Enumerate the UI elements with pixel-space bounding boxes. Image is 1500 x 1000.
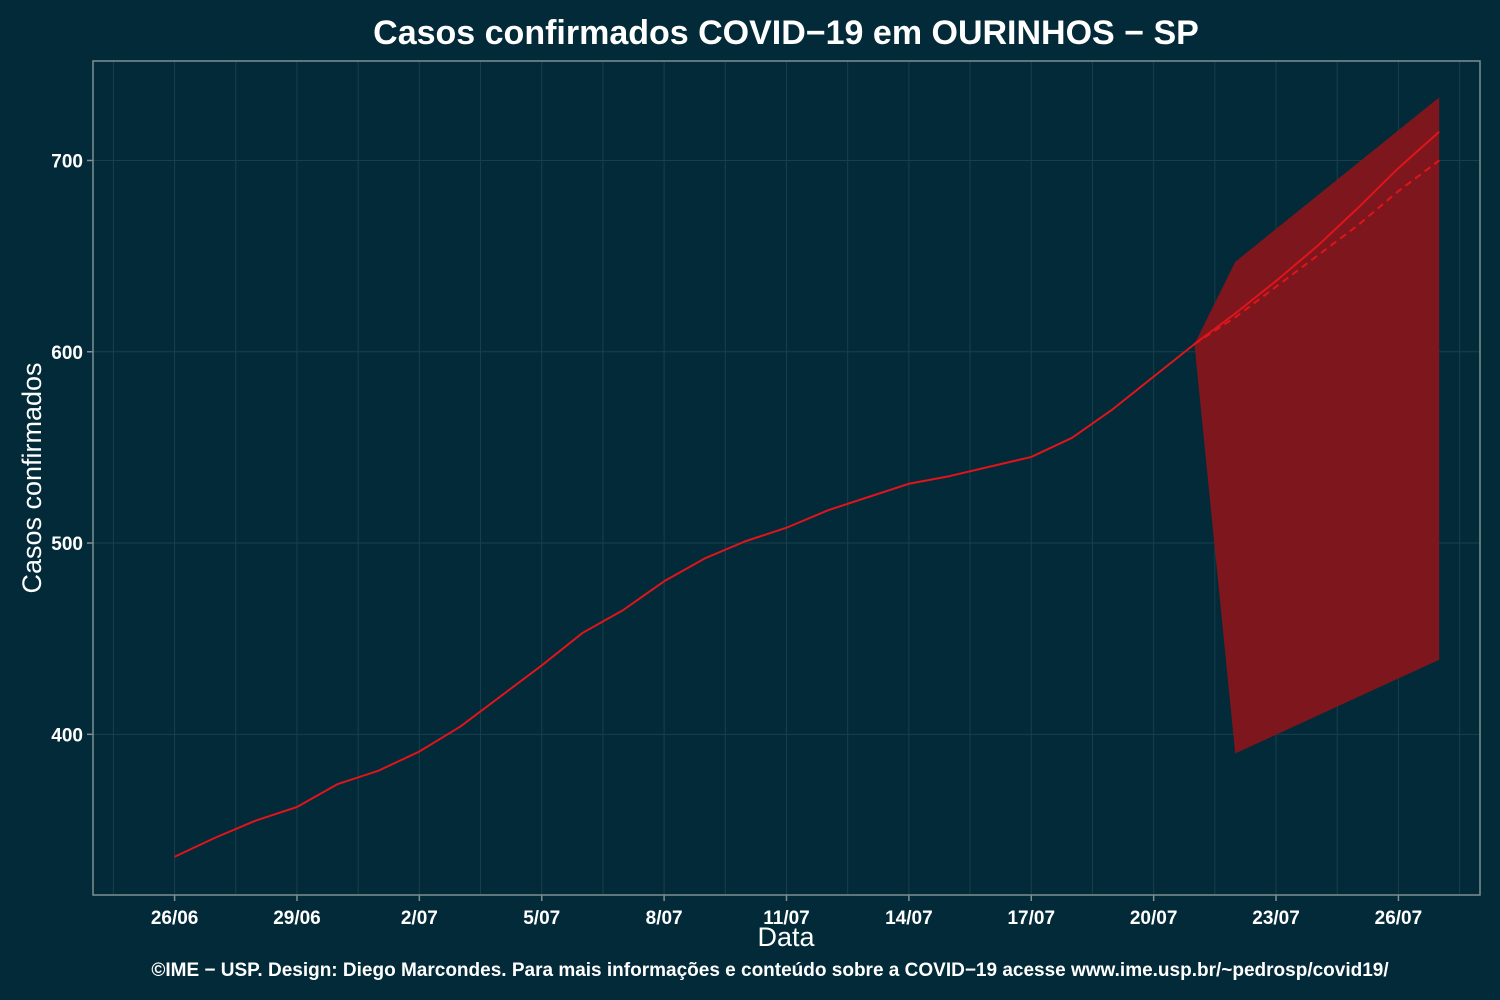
x-tick-label: 11/07 xyxy=(763,908,810,929)
x-tick-label: 2/07 xyxy=(401,908,438,929)
x-tick-label: 20/07 xyxy=(1130,908,1178,929)
grid-lines xyxy=(93,61,1480,895)
y-tick-label: 600 xyxy=(51,343,83,364)
x-axis-ticks: 26/06 29/06 2/07 5/07 8/07 11/07 14/07 17/07 20/… xyxy=(151,895,1422,929)
series-line-solid xyxy=(174,131,1440,858)
x-tick-label: 29/06 xyxy=(273,908,321,929)
chart-title: Casos confirmados COVID−19 em OURINHOS −… xyxy=(373,14,1199,52)
prediction-band xyxy=(1194,97,1440,754)
y-tick-label: 500 xyxy=(51,534,83,555)
y-axis-ticks: 400 500 600 700 xyxy=(51,151,93,746)
y-axis-title: Casos confirmados xyxy=(17,362,47,593)
prediction-band-area xyxy=(1194,97,1440,754)
x-tick-label: 5/07 xyxy=(523,908,560,929)
x-tick-label: 26/07 xyxy=(1375,908,1423,929)
x-tick-label: 14/07 xyxy=(885,908,933,929)
footer-credits: ©IME − USP. Design: Diego Marcondes. Par… xyxy=(151,960,1389,981)
series-lines xyxy=(174,131,1440,858)
x-tick-label: 8/07 xyxy=(646,908,683,929)
y-tick-label: 700 xyxy=(51,151,83,172)
x-axis-title: Data xyxy=(757,922,815,952)
series-line-dashed xyxy=(1193,159,1440,345)
x-tick-label: 26/06 xyxy=(151,908,199,929)
x-tick-label: 17/07 xyxy=(1007,908,1055,929)
x-tick-label: 23/07 xyxy=(1252,908,1300,929)
y-tick-label: 400 xyxy=(51,725,83,746)
